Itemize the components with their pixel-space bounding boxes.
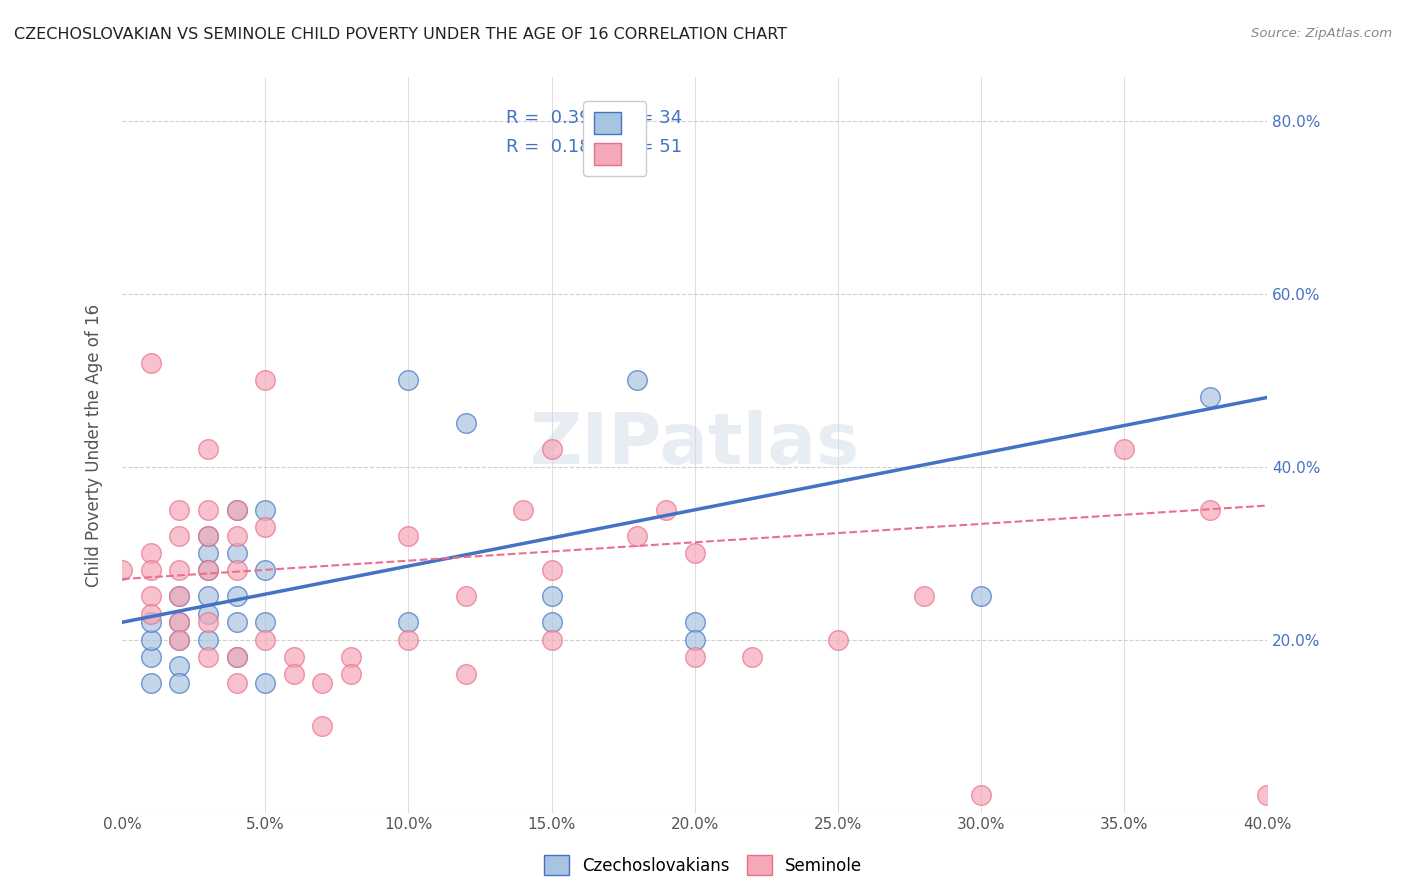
Point	[169, 529, 191, 543]
Point	[254, 520, 277, 534]
Point	[197, 632, 219, 647]
Point	[197, 649, 219, 664]
Point	[683, 649, 706, 664]
Point	[683, 546, 706, 560]
Point	[197, 563, 219, 577]
Point	[225, 615, 247, 630]
Point	[169, 615, 191, 630]
Text: R =  0.390   N = 34: R = 0.390 N = 34	[506, 109, 682, 127]
Point	[139, 675, 162, 690]
Point	[225, 546, 247, 560]
Point	[254, 563, 277, 577]
Point	[225, 590, 247, 604]
Point	[1114, 442, 1136, 457]
Point	[912, 590, 935, 604]
Point	[197, 546, 219, 560]
Point	[1199, 503, 1222, 517]
Point	[540, 615, 562, 630]
Point	[197, 615, 219, 630]
Point	[683, 632, 706, 647]
Point	[655, 503, 678, 517]
Point	[626, 529, 648, 543]
Point	[683, 615, 706, 630]
Point	[254, 615, 277, 630]
Point	[970, 789, 993, 803]
Point	[254, 632, 277, 647]
Point	[340, 667, 363, 681]
Point	[396, 529, 419, 543]
Point	[311, 675, 333, 690]
Point	[454, 667, 477, 681]
Point	[1256, 789, 1278, 803]
Point	[283, 649, 305, 664]
Point	[827, 632, 849, 647]
Point	[169, 632, 191, 647]
Point	[197, 503, 219, 517]
Text: R =  0.184   N = 51: R = 0.184 N = 51	[506, 138, 682, 156]
Point	[139, 632, 162, 647]
Text: ZIPatlas: ZIPatlas	[530, 410, 859, 480]
Text: CZECHOSLOVAKIAN VS SEMINOLE CHILD POVERTY UNDER THE AGE OF 16 CORRELATION CHART: CZECHOSLOVAKIAN VS SEMINOLE CHILD POVERT…	[14, 27, 787, 42]
Point	[169, 632, 191, 647]
Point	[197, 607, 219, 621]
Point	[225, 649, 247, 664]
Point	[139, 356, 162, 370]
Point	[970, 590, 993, 604]
Point	[225, 503, 247, 517]
Point	[540, 590, 562, 604]
Point	[254, 675, 277, 690]
Point	[197, 529, 219, 543]
Point	[741, 649, 763, 664]
Point	[540, 563, 562, 577]
Point	[254, 503, 277, 517]
Point	[169, 675, 191, 690]
Point	[340, 649, 363, 664]
Point	[540, 442, 562, 457]
Point	[540, 632, 562, 647]
Point	[139, 546, 162, 560]
Point	[169, 503, 191, 517]
Point	[283, 667, 305, 681]
Point	[454, 590, 477, 604]
Point	[111, 563, 134, 577]
Point	[225, 649, 247, 664]
Point	[396, 615, 419, 630]
Point	[139, 590, 162, 604]
Point	[1199, 391, 1222, 405]
Y-axis label: Child Poverty Under the Age of 16: Child Poverty Under the Age of 16	[86, 303, 103, 587]
Point	[169, 563, 191, 577]
Legend: Czechoslovakians, Seminole: Czechoslovakians, Seminole	[536, 847, 870, 884]
Point	[311, 719, 333, 733]
Point	[225, 675, 247, 690]
Point	[197, 590, 219, 604]
Point	[139, 649, 162, 664]
Point	[396, 373, 419, 387]
Point	[169, 590, 191, 604]
Point	[197, 442, 219, 457]
Point	[396, 632, 419, 647]
Point	[225, 563, 247, 577]
Text: Source: ZipAtlas.com: Source: ZipAtlas.com	[1251, 27, 1392, 40]
Point	[197, 529, 219, 543]
Point	[225, 503, 247, 517]
Point	[169, 590, 191, 604]
Point	[454, 417, 477, 431]
Point	[254, 373, 277, 387]
Point	[225, 529, 247, 543]
Point	[139, 607, 162, 621]
Point	[139, 615, 162, 630]
Point	[512, 503, 534, 517]
Legend: , : ,	[583, 101, 647, 176]
Point	[626, 373, 648, 387]
Point	[169, 615, 191, 630]
Point	[197, 563, 219, 577]
Point	[139, 563, 162, 577]
Point	[169, 658, 191, 673]
